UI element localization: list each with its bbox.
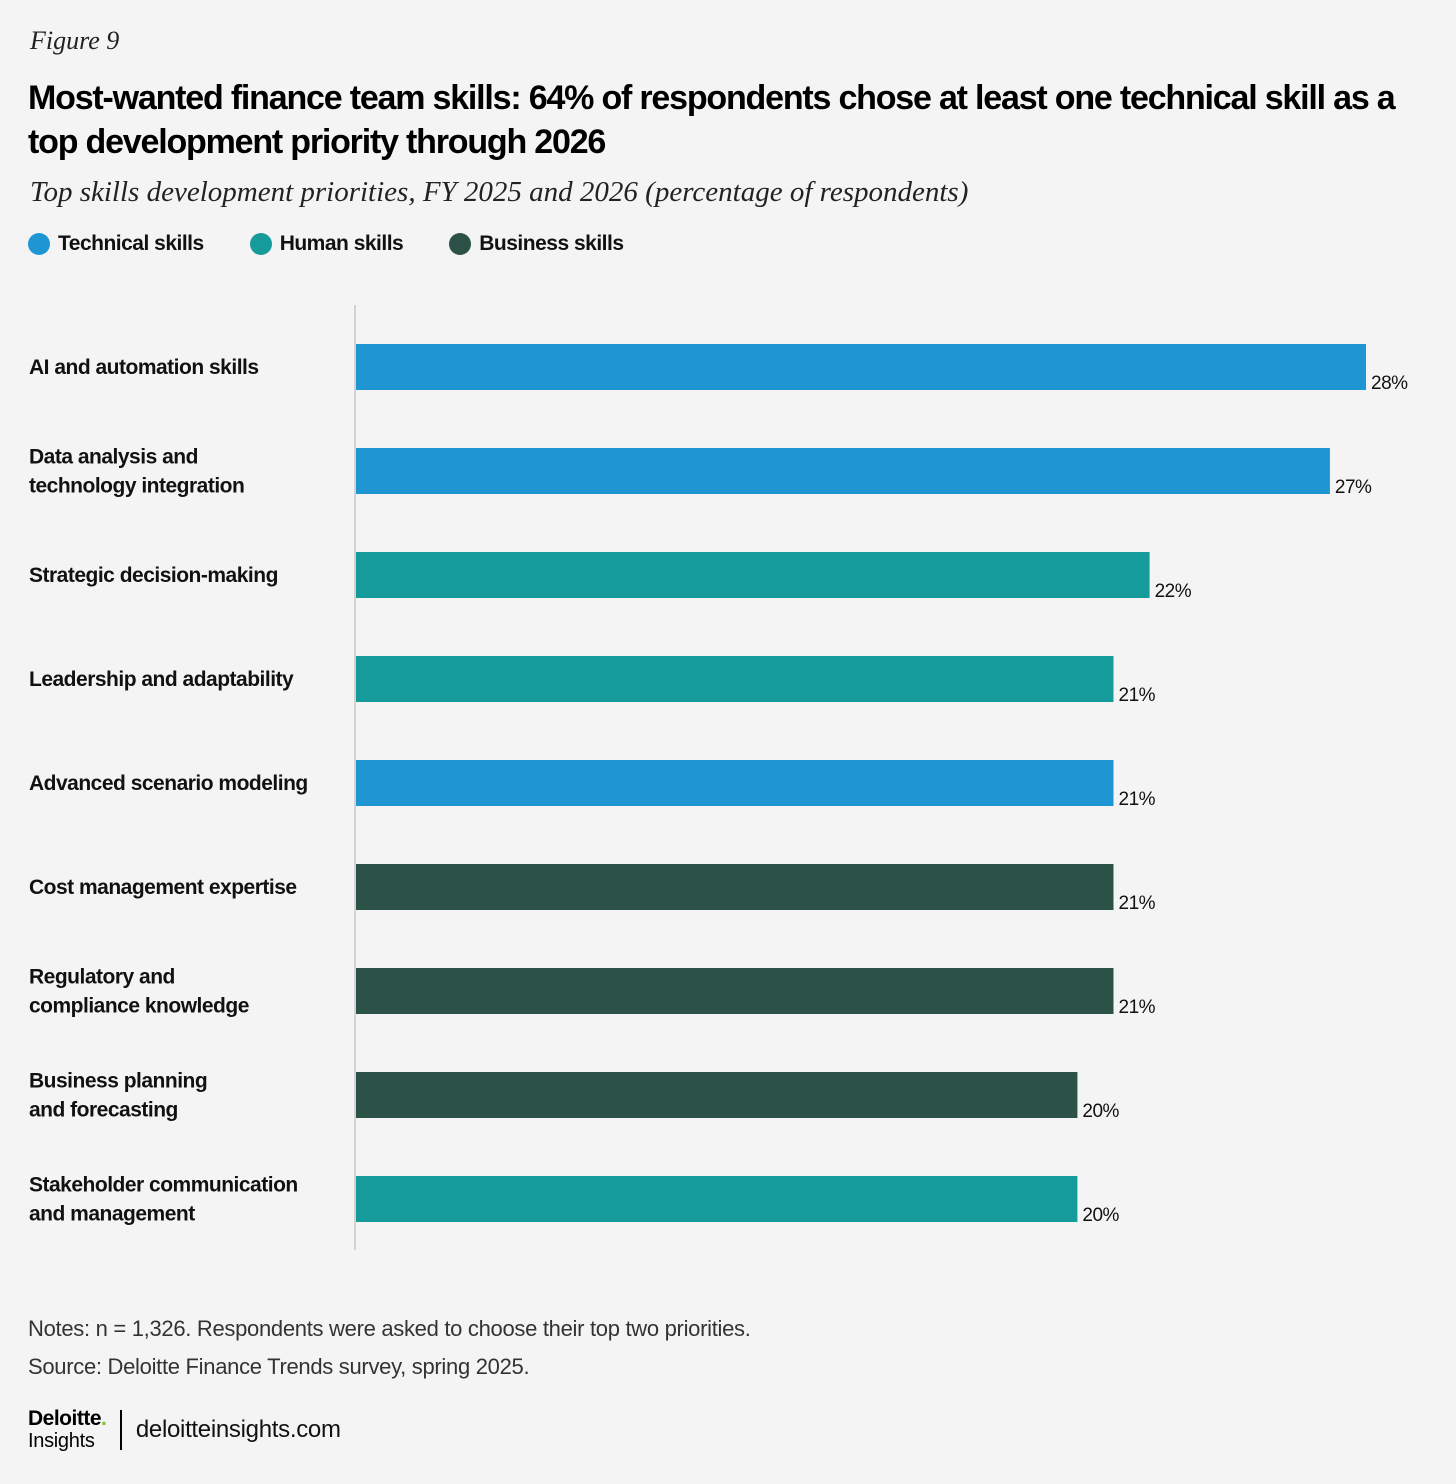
category-label-5: Cost management expertise (29, 876, 297, 899)
category-label-4: Advanced scenario modeling (29, 772, 308, 795)
legend-swatch-human (249, 233, 272, 255)
bar-6 (356, 968, 1114, 1014)
bar-2 (356, 552, 1150, 598)
legend-label-human: Human skills (279, 232, 404, 255)
footer-divider (120, 1409, 122, 1450)
category-label-2: Strategic decision-making (29, 564, 278, 587)
legend-label-technical: Technical skills (58, 232, 204, 255)
logo-wordmark: Deloitte. (28, 1407, 107, 1430)
category-label-8: Stakeholder communication and management (29, 1174, 298, 1226)
legend-label-business: Business skills (479, 232, 624, 255)
bar-chart: 28% AI and automation skills 27% Data analy… (29, 305, 1409, 1250)
chart-title: Most-wanted finance team skills: 64% of … (28, 79, 1396, 161)
category-label-7: Business planning and forecasting (29, 1070, 207, 1122)
footer: Deloitte. Insights deloitteinsights.com (28, 1408, 341, 1451)
category-label-1: Data analysis and technology integration (29, 446, 244, 498)
value-label-4: 21% (1119, 789, 1156, 810)
chart-subtitle: Top skills development priorities, FY 20… (30, 176, 969, 208)
logo-wordmark-text: Deloitte (28, 1407, 102, 1430)
value-label-0: 28% (1371, 373, 1408, 394)
bar-1 (356, 448, 1330, 494)
logo-green-dot: . (101, 1407, 107, 1430)
legend-swatch-business (449, 233, 472, 255)
value-label-3: 21% (1119, 685, 1156, 706)
bar-8 (356, 1176, 1078, 1222)
chart-source: Source: Deloitte Finance Trends survey, … (28, 1354, 530, 1379)
legend-swatch-technical (28, 233, 50, 255)
legend: Technical skills Human skills Business s… (28, 232, 670, 256)
category-label-0: AI and automation skills (29, 356, 259, 379)
legend-item-business: Business skills (449, 232, 624, 256)
footer-url-link[interactable]: deloitteinsights.com (135, 1415, 341, 1443)
category-label-3: Leadership and adaptability (29, 668, 294, 691)
value-label-1: 27% (1335, 477, 1372, 498)
logo-subtitle: Insights (28, 1430, 95, 1452)
bar-5 (356, 864, 1114, 910)
value-label-8: 20% (1082, 1205, 1119, 1226)
bar-4 (356, 760, 1114, 806)
bar-0 (356, 344, 1366, 390)
value-label-6: 21% (1119, 997, 1156, 1018)
category-label-6: Regulatory and compliance knowledge (29, 966, 249, 1018)
chart-notes: Notes: n = 1,326. Respondents were asked… (28, 1316, 751, 1341)
bar-3 (356, 656, 1114, 702)
legend-item-human: Human skills (249, 232, 404, 256)
value-label-7: 20% (1082, 1101, 1119, 1122)
value-label-5: 21% (1119, 893, 1156, 914)
bar-7 (356, 1072, 1078, 1118)
legend-item-technical: Technical skills (28, 232, 204, 256)
deloitte-insights-logo[interactable]: Deloitte. Insights (28, 1407, 107, 1452)
figure-label: Figure 9 (30, 26, 120, 55)
value-label-2: 22% (1155, 581, 1192, 602)
